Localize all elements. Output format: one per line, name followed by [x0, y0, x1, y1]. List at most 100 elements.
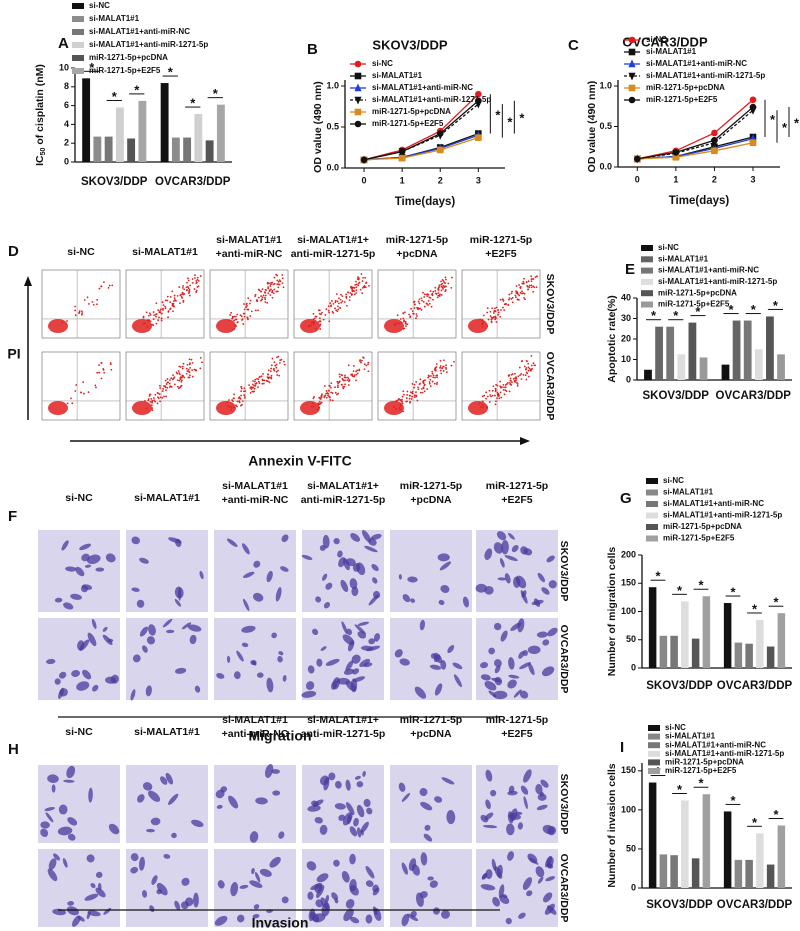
cell-dot — [94, 384, 97, 387]
cell-cluster — [132, 401, 152, 415]
cell-dot — [439, 366, 441, 369]
stained-cell — [542, 892, 553, 903]
cell-dot — [419, 391, 422, 394]
cell-dot — [191, 369, 193, 372]
stained-cell — [480, 662, 489, 669]
cell-dot — [532, 290, 535, 293]
cell-dot — [327, 389, 330, 392]
cell-dot — [261, 382, 264, 385]
stained-cell — [402, 594, 411, 603]
cell-dot — [432, 290, 435, 293]
cell-dot — [352, 365, 355, 367]
column-header: miR-1271-5p — [486, 714, 548, 726]
cell-dot — [337, 382, 340, 385]
cell-dot — [534, 276, 537, 278]
y-tick-label: 40 — [621, 292, 631, 302]
stained-cell — [44, 806, 55, 812]
cell-dot — [74, 314, 77, 317]
cell-dot — [347, 377, 350, 380]
caption: Migration — [249, 728, 312, 744]
stained-cell — [441, 777, 455, 785]
cell-dot — [337, 384, 339, 387]
cell-dot — [331, 399, 334, 402]
stained-cell — [66, 765, 76, 779]
cell-dot — [276, 374, 279, 376]
cell-dot — [516, 298, 519, 301]
cell-dot — [189, 362, 191, 365]
stained-cell — [142, 890, 148, 898]
stained-cell — [424, 824, 431, 831]
cell-dot — [453, 360, 455, 363]
bar — [644, 369, 652, 380]
stained-cell — [523, 769, 532, 783]
cell-dot — [479, 405, 482, 408]
significance-label: * — [695, 304, 701, 319]
significance-label: * — [770, 112, 776, 127]
bar — [115, 107, 124, 162]
bar — [666, 326, 675, 380]
cell-dot — [485, 391, 488, 394]
cell-dot — [164, 307, 167, 310]
cell-dot — [413, 396, 416, 398]
cell-dot — [486, 307, 489, 310]
column-header: miR-1271-5p — [400, 714, 462, 726]
stained-cell — [366, 807, 373, 815]
stained-cell — [226, 538, 238, 547]
legend-label: miR-1271-5p+pcDNA — [89, 53, 168, 62]
cell-dot — [355, 370, 358, 373]
cell-dot — [411, 395, 414, 398]
stained-cell — [331, 680, 338, 690]
cell-dot — [193, 368, 196, 371]
stained-cell — [312, 628, 319, 636]
cell-dot — [279, 280, 282, 283]
cell-dot — [402, 410, 405, 413]
stained-cell — [95, 887, 106, 898]
stained-cell — [249, 880, 263, 888]
cell-dot — [308, 324, 311, 327]
stained-cell — [272, 790, 281, 796]
cell-dot — [244, 396, 246, 399]
cell-dot — [159, 400, 161, 403]
cell-dot — [419, 307, 422, 310]
stained-cell — [58, 687, 65, 699]
cell-dot — [402, 317, 405, 320]
significance-label: * — [729, 302, 735, 317]
cell-dot — [81, 312, 84, 314]
cell-dot — [408, 313, 410, 316]
legend-swatch — [648, 750, 660, 757]
column-header: si-NC — [65, 726, 93, 738]
stained-cell — [484, 548, 493, 560]
cell-dot — [524, 374, 527, 376]
cell-dot — [249, 302, 251, 305]
legend-label: si-MALAT1#1+anti-miR-NC — [658, 266, 759, 275]
cell-dot — [431, 294, 434, 297]
significance-label: * — [730, 584, 736, 599]
cell-dot — [434, 369, 437, 372]
column-header: si-MALAT1#1 — [216, 234, 282, 246]
cell-dot — [536, 275, 538, 278]
stained-cell — [372, 577, 378, 584]
x-axis-label: Time(days) — [395, 196, 456, 208]
cell-dot — [149, 400, 152, 403]
bar — [777, 613, 786, 668]
row-label: SKOV3/DDP — [558, 541, 570, 602]
cell-dot — [151, 409, 154, 411]
stained-cell — [102, 626, 108, 632]
cell-dot — [417, 388, 420, 391]
cell-dot — [335, 309, 338, 312]
stained-cell — [130, 689, 136, 701]
cell-cluster — [48, 319, 68, 333]
cell-dot — [403, 393, 405, 396]
cell-dot — [232, 397, 235, 400]
y-tick-label: 100 — [621, 804, 636, 814]
y-tick-label: 100 — [621, 606, 636, 616]
cell-dot — [415, 317, 417, 319]
stained-cell — [323, 777, 330, 791]
y-tick-label: 6 — [64, 100, 69, 110]
y-tick-label: 0 — [631, 882, 636, 892]
cell-dot — [363, 368, 366, 371]
cell-dot — [338, 297, 340, 300]
bar — [721, 364, 730, 380]
column-header: +pcDNA — [410, 728, 452, 740]
cell-dot — [226, 401, 229, 403]
